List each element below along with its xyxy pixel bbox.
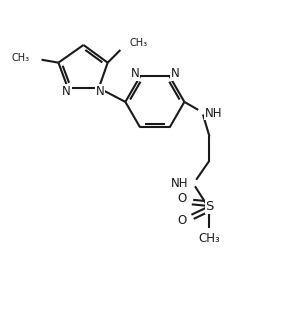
Text: N: N [62, 85, 71, 98]
Text: NH: NH [171, 177, 189, 190]
Text: CH₃: CH₃ [129, 38, 147, 48]
Text: S: S [205, 201, 214, 213]
Text: N: N [96, 85, 104, 98]
Text: CH₃: CH₃ [199, 232, 220, 245]
Text: O: O [178, 192, 187, 205]
Text: CH₃: CH₃ [12, 53, 30, 63]
Text: NH: NH [205, 107, 222, 120]
Text: O: O [178, 214, 187, 227]
Text: N: N [130, 68, 139, 81]
Text: N: N [171, 68, 179, 81]
